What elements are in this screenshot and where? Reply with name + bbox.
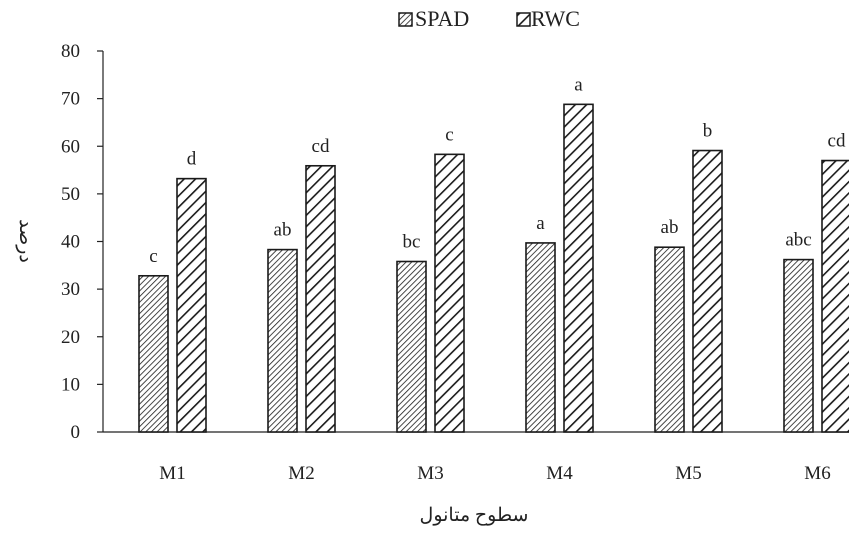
bar-significance-label: b [703,121,713,142]
bar-significance-label: a [536,213,545,234]
bar-rwc-m1 [176,177,207,433]
bar-spad-m3 [396,260,427,433]
bar-rwc-m4 [563,103,594,433]
x-axis-ticks: M1 M2 M3 M4 M5 M6 [159,463,830,484]
bar-rwc-m5 [692,149,723,433]
bar-significance-label: bc [403,232,421,253]
x-tick-label: M1 [159,463,185,484]
y-tick-label: 40 [61,232,80,253]
bar-rwc-m6 [821,159,849,433]
bar-spad-m5 [654,246,685,433]
y-axis-ticks: 0 10 20 30 40 50 60 70 80 [61,41,103,443]
bar-significance-label: d [187,149,197,170]
x-tick-label: M6 [804,463,830,484]
bar-rwc-m2 [305,164,336,433]
x-axis-title: سطوح متانول [420,505,529,526]
y-tick-label: 80 [61,41,80,62]
bar-spad-m2 [267,248,298,433]
bar-significance-label: a [574,74,583,95]
bar-significance-label: ab [661,217,679,238]
bar-significance-label: ab [274,220,292,241]
legend-swatch-spad [398,12,413,27]
bar-spad-m6 [783,258,814,433]
y-tick-label: 70 [61,89,80,110]
y-tick-label: 30 [61,279,80,300]
x-tick-label: M2 [288,463,314,484]
y-tick-label: 50 [61,184,80,205]
x-tick-label: M3 [417,463,443,484]
bar-significance-label: c [149,246,157,267]
x-tick-label: M4 [546,463,573,484]
bar-rwc-m3 [434,153,465,433]
bar-significance-label: c [445,124,453,145]
y-tick-label: 10 [61,374,80,395]
legend-swatch-rwc [516,12,531,27]
bar-significance-label: cd [312,136,330,157]
x-tick-label: M5 [675,463,701,484]
legend: SPAD RWC [398,6,580,31]
y-tick-label: 20 [61,327,80,348]
bar-spad-m4 [525,242,556,433]
legend-label-rwc: RWC [531,6,580,31]
y-axis-title: درصد [15,219,36,263]
bar-significance-label: cd [828,131,846,152]
bar-significance-label: abc [785,230,811,251]
bar-spad-m1 [138,274,169,433]
y-tick-label: 60 [61,136,80,157]
legend-label-spad: SPAD [415,6,469,31]
y-tick-label: 0 [71,422,81,443]
